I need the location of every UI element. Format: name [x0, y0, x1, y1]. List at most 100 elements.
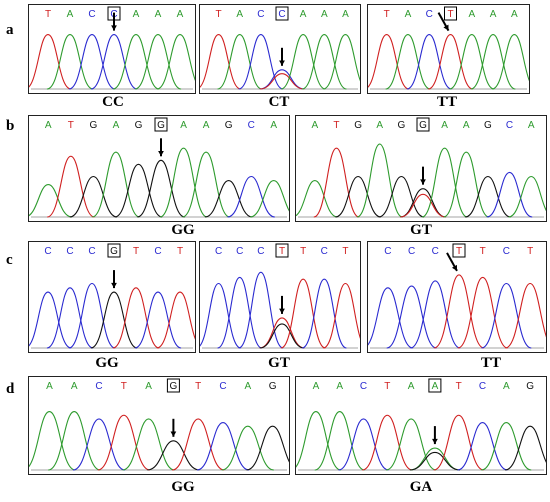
base-call-letter: T: [68, 120, 74, 131]
trace-peak: [486, 171, 533, 218]
genotype-label: CT: [268, 94, 290, 110]
base-call-letter: G: [135, 120, 143, 131]
snp-position-box: [166, 378, 180, 393]
trace-peak: [69, 175, 118, 218]
snp-position-box: [452, 243, 466, 258]
trace-peak: [323, 282, 360, 349]
base-call-letter: A: [270, 120, 277, 131]
base-call-letter: C: [95, 381, 102, 392]
base-call-letter: T: [480, 246, 486, 257]
trace-peak: [433, 274, 485, 349]
base-call-letter: A: [180, 120, 187, 131]
trace-peak: [314, 411, 365, 471]
base-call-letter: A: [46, 381, 53, 392]
trace-peak: [200, 34, 241, 90]
trace-peak: [259, 69, 305, 90]
base-call-letter: A: [133, 9, 140, 20]
trace-peak: [280, 34, 326, 90]
base-call-letter: C: [384, 246, 391, 257]
base-call-letter: A: [177, 9, 184, 20]
trace-peak: [409, 447, 460, 471]
base-call-letter: A: [441, 120, 448, 131]
base-call-letter: A: [244, 381, 251, 392]
base-call-letter: C: [215, 246, 222, 257]
trace-peak: [508, 175, 546, 218]
snp-arrow: [279, 295, 285, 314]
base-call-letter: A: [405, 9, 412, 20]
snp-position-box: [107, 243, 121, 258]
genotype-label: TT: [480, 355, 501, 371]
trace-peak: [313, 147, 360, 218]
trace-peak: [112, 287, 160, 349]
snp-arrow: [446, 252, 458, 272]
snp-arrow: [111, 270, 117, 289]
base-call-letter: C: [154, 246, 161, 257]
trace-peak: [385, 34, 431, 90]
trace-peak: [114, 163, 163, 218]
trace-peak: [159, 147, 208, 218]
base-call-letter: G: [157, 120, 165, 131]
trace-peak: [406, 34, 452, 90]
base-call-letter: T: [384, 381, 390, 392]
base-call-letter: A: [113, 120, 120, 131]
trace-peak: [122, 418, 175, 471]
trace-peak: [505, 282, 546, 349]
base-call-letter: C: [66, 246, 73, 257]
base-call-letter: C: [503, 246, 510, 257]
trace-peak: [491, 34, 529, 90]
trace-peak: [378, 175, 425, 218]
base-call-letter: C: [236, 246, 243, 257]
genotype-label: GG: [95, 355, 119, 371]
row-label-a: a: [6, 22, 14, 38]
base-call-letter: C: [88, 246, 95, 257]
snp-position-box: [154, 117, 168, 132]
genotype-label: GA: [409, 479, 433, 495]
base-call-letter: T: [216, 9, 222, 20]
trace-peak: [47, 411, 101, 471]
base-call-letter: A: [313, 381, 320, 392]
trace-peak: [301, 34, 347, 90]
trace-peak: [92, 151, 140, 218]
trace-peak: [90, 291, 138, 349]
base-call-letter: A: [503, 381, 510, 392]
snp-position-box: [428, 378, 442, 393]
base-call-letter: C: [432, 246, 439, 257]
trace-peak: [221, 425, 274, 471]
base-call-letter: C: [44, 246, 51, 257]
trace-peak: [97, 414, 151, 471]
trace-peak: [238, 271, 284, 349]
base-call-letter: T: [195, 381, 201, 392]
genotype-label: GG: [171, 222, 195, 238]
trace-peak: [29, 291, 72, 349]
trace-peak: [443, 151, 490, 218]
trace-peak: [204, 179, 253, 218]
base-call-letter: G: [419, 120, 427, 131]
trace-peak: [481, 421, 532, 471]
trace-peak-secondary: [259, 73, 305, 90]
trace-peak: [368, 34, 410, 90]
base-call-letter: G: [354, 120, 362, 131]
snp-arrow: [279, 47, 285, 66]
trace-peak: [296, 179, 338, 218]
genotype-label: CC: [102, 94, 124, 110]
base-call-letter: A: [321, 9, 328, 20]
trace-peak: [72, 418, 126, 471]
base-call-letter: T: [342, 246, 348, 257]
base-call-letter: A: [155, 9, 162, 20]
trace-peak: [68, 282, 116, 349]
base-call-letter: G: [269, 381, 277, 392]
